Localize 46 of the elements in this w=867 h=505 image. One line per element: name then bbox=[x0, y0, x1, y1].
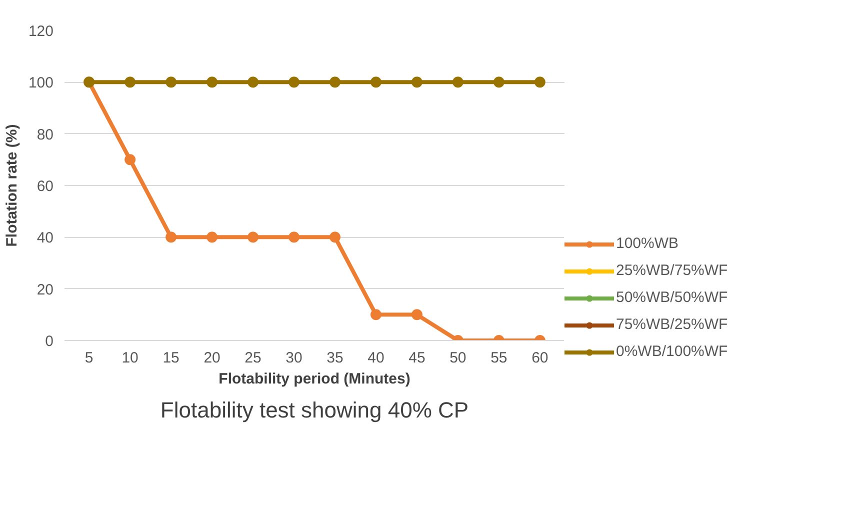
point bbox=[411, 76, 422, 88]
point bbox=[493, 76, 504, 88]
y-tick-label: 120 bbox=[28, 23, 54, 40]
y-axis-title: Flotation rate (%) bbox=[3, 124, 20, 247]
y-tick-label: 40 bbox=[36, 230, 54, 247]
x-tick-label: 5 bbox=[84, 350, 94, 366]
x-tick-label: 45 bbox=[408, 350, 426, 366]
legend-label: 25%WB/75%WF bbox=[616, 262, 728, 279]
point bbox=[288, 232, 300, 243]
y-tick-label: 20 bbox=[36, 281, 54, 298]
point bbox=[166, 232, 177, 243]
point bbox=[329, 76, 340, 88]
point bbox=[288, 76, 300, 88]
point bbox=[124, 154, 136, 166]
point bbox=[248, 76, 259, 88]
legend-label: 75%WB/25%WF bbox=[616, 316, 728, 333]
point bbox=[370, 76, 382, 88]
point bbox=[370, 309, 382, 320]
x-tick-label: 50 bbox=[450, 350, 466, 366]
x-tick-label: 30 bbox=[286, 350, 302, 366]
x-tick-label: 15 bbox=[162, 350, 180, 366]
point bbox=[534, 76, 546, 88]
x-tick-label: 20 bbox=[204, 350, 220, 366]
legend-label: 0%WB/100%WF bbox=[616, 343, 728, 360]
x-axis-title: Flotability period (Minutes) bbox=[218, 370, 410, 388]
point bbox=[329, 232, 340, 243]
point bbox=[411, 309, 422, 320]
point bbox=[166, 76, 177, 88]
point bbox=[206, 76, 218, 88]
point bbox=[248, 232, 259, 243]
text: Flotability test showing 40% CP bbox=[160, 398, 469, 422]
x-tick-label: 35 bbox=[326, 350, 344, 366]
point bbox=[452, 76, 464, 88]
y-tick-label: 80 bbox=[36, 126, 54, 144]
y-tick-label: 0 bbox=[45, 333, 54, 350]
x-tick-label: 40 bbox=[368, 350, 384, 366]
x-tick-label: 60 bbox=[532, 350, 548, 366]
x-tick-label: 55 bbox=[490, 350, 508, 366]
y-tick-label: 100 bbox=[28, 74, 54, 92]
legend-label: 100%WB bbox=[616, 235, 679, 252]
y-tick-label: 60 bbox=[36, 178, 54, 195]
point bbox=[206, 232, 218, 243]
legend-label: 50%WB/50%WF bbox=[616, 289, 728, 306]
x-tick-label: 25 bbox=[244, 350, 262, 366]
point bbox=[124, 76, 136, 88]
x-tick-label: 10 bbox=[122, 350, 138, 366]
